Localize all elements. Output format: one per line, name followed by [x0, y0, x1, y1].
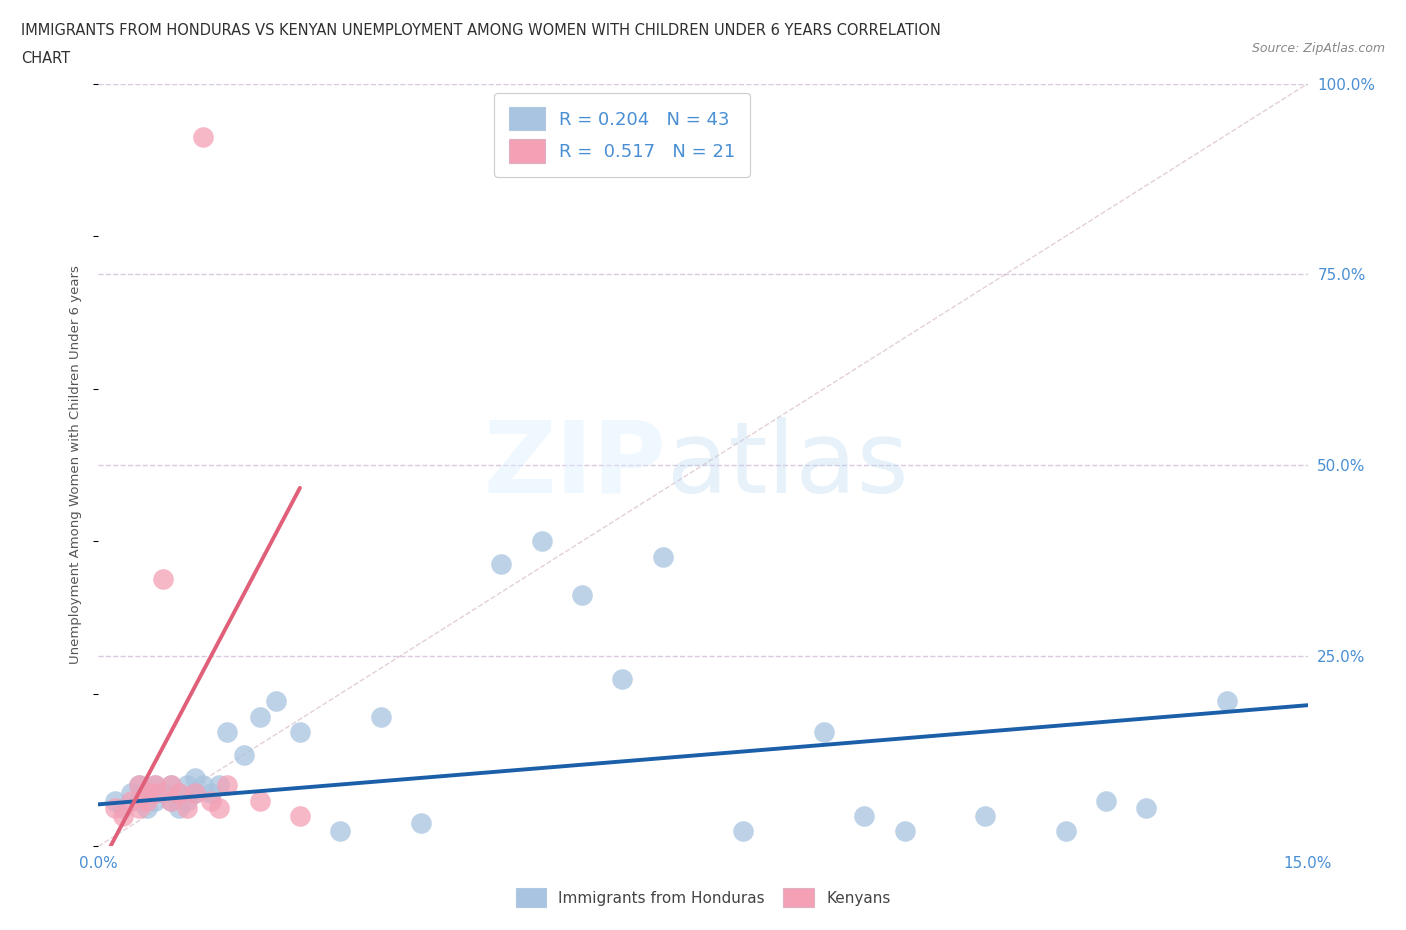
- Point: [152, 786, 174, 801]
- Point: [120, 793, 142, 808]
- Point: [249, 710, 271, 724]
- Point: [167, 786, 190, 801]
- Point: [160, 793, 183, 808]
- Point: [1135, 801, 1157, 816]
- Point: [167, 801, 190, 816]
- Point: [193, 777, 215, 792]
- Point: [152, 572, 174, 587]
- Point: [103, 801, 125, 816]
- Point: [128, 777, 150, 792]
- Point: [128, 801, 150, 816]
- Point: [264, 694, 287, 709]
- Point: [813, 724, 835, 739]
- Point: [1216, 694, 1239, 709]
- Point: [103, 793, 125, 808]
- Point: [249, 793, 271, 808]
- Point: [111, 808, 134, 823]
- Point: [288, 808, 311, 823]
- Point: [143, 777, 166, 792]
- Text: IMMIGRANTS FROM HONDURAS VS KENYAN UNEMPLOYMENT AMONG WOMEN WITH CHILDREN UNDER : IMMIGRANTS FROM HONDURAS VS KENYAN UNEMP…: [21, 23, 941, 38]
- Point: [232, 748, 254, 763]
- Point: [176, 777, 198, 792]
- Point: [612, 671, 634, 686]
- Point: [1095, 793, 1118, 808]
- Legend: R = 0.204   N = 43, R =  0.517   N = 21: R = 0.204 N = 43, R = 0.517 N = 21: [495, 93, 749, 177]
- Point: [111, 801, 134, 816]
- Text: CHART: CHART: [21, 51, 70, 66]
- Point: [571, 587, 593, 602]
- Point: [491, 557, 513, 572]
- Point: [135, 793, 157, 808]
- Point: [217, 724, 239, 739]
- Point: [160, 793, 183, 808]
- Point: [143, 786, 166, 801]
- Point: [167, 786, 190, 801]
- Point: [370, 710, 392, 724]
- Point: [128, 777, 150, 792]
- Point: [208, 801, 231, 816]
- Point: [200, 786, 222, 801]
- Point: [120, 786, 142, 801]
- Point: [160, 777, 183, 792]
- Point: [1054, 824, 1077, 839]
- Point: [409, 816, 432, 830]
- Text: atlas: atlas: [666, 417, 908, 513]
- Point: [217, 777, 239, 792]
- Point: [184, 770, 207, 785]
- Point: [184, 786, 207, 801]
- Point: [530, 534, 553, 549]
- Point: [128, 793, 150, 808]
- Point: [143, 793, 166, 808]
- Point: [288, 724, 311, 739]
- Point: [135, 801, 157, 816]
- Point: [733, 824, 755, 839]
- Point: [208, 777, 231, 792]
- Text: Source: ZipAtlas.com: Source: ZipAtlas.com: [1251, 42, 1385, 55]
- Point: [893, 824, 915, 839]
- Text: ZIP: ZIP: [484, 417, 666, 513]
- Point: [160, 777, 183, 792]
- Point: [176, 801, 198, 816]
- Legend: Immigrants from Honduras, Kenyans: Immigrants from Honduras, Kenyans: [509, 883, 897, 913]
- Point: [329, 824, 352, 839]
- Point: [143, 777, 166, 792]
- Y-axis label: Unemployment Among Women with Children Under 6 years: Unemployment Among Women with Children U…: [69, 266, 83, 664]
- Point: [853, 808, 876, 823]
- Point: [176, 793, 198, 808]
- Point: [135, 786, 157, 801]
- Point: [200, 793, 222, 808]
- Point: [651, 549, 673, 564]
- Point: [184, 786, 207, 801]
- Point: [135, 786, 157, 801]
- Point: [974, 808, 997, 823]
- Point: [193, 129, 215, 144]
